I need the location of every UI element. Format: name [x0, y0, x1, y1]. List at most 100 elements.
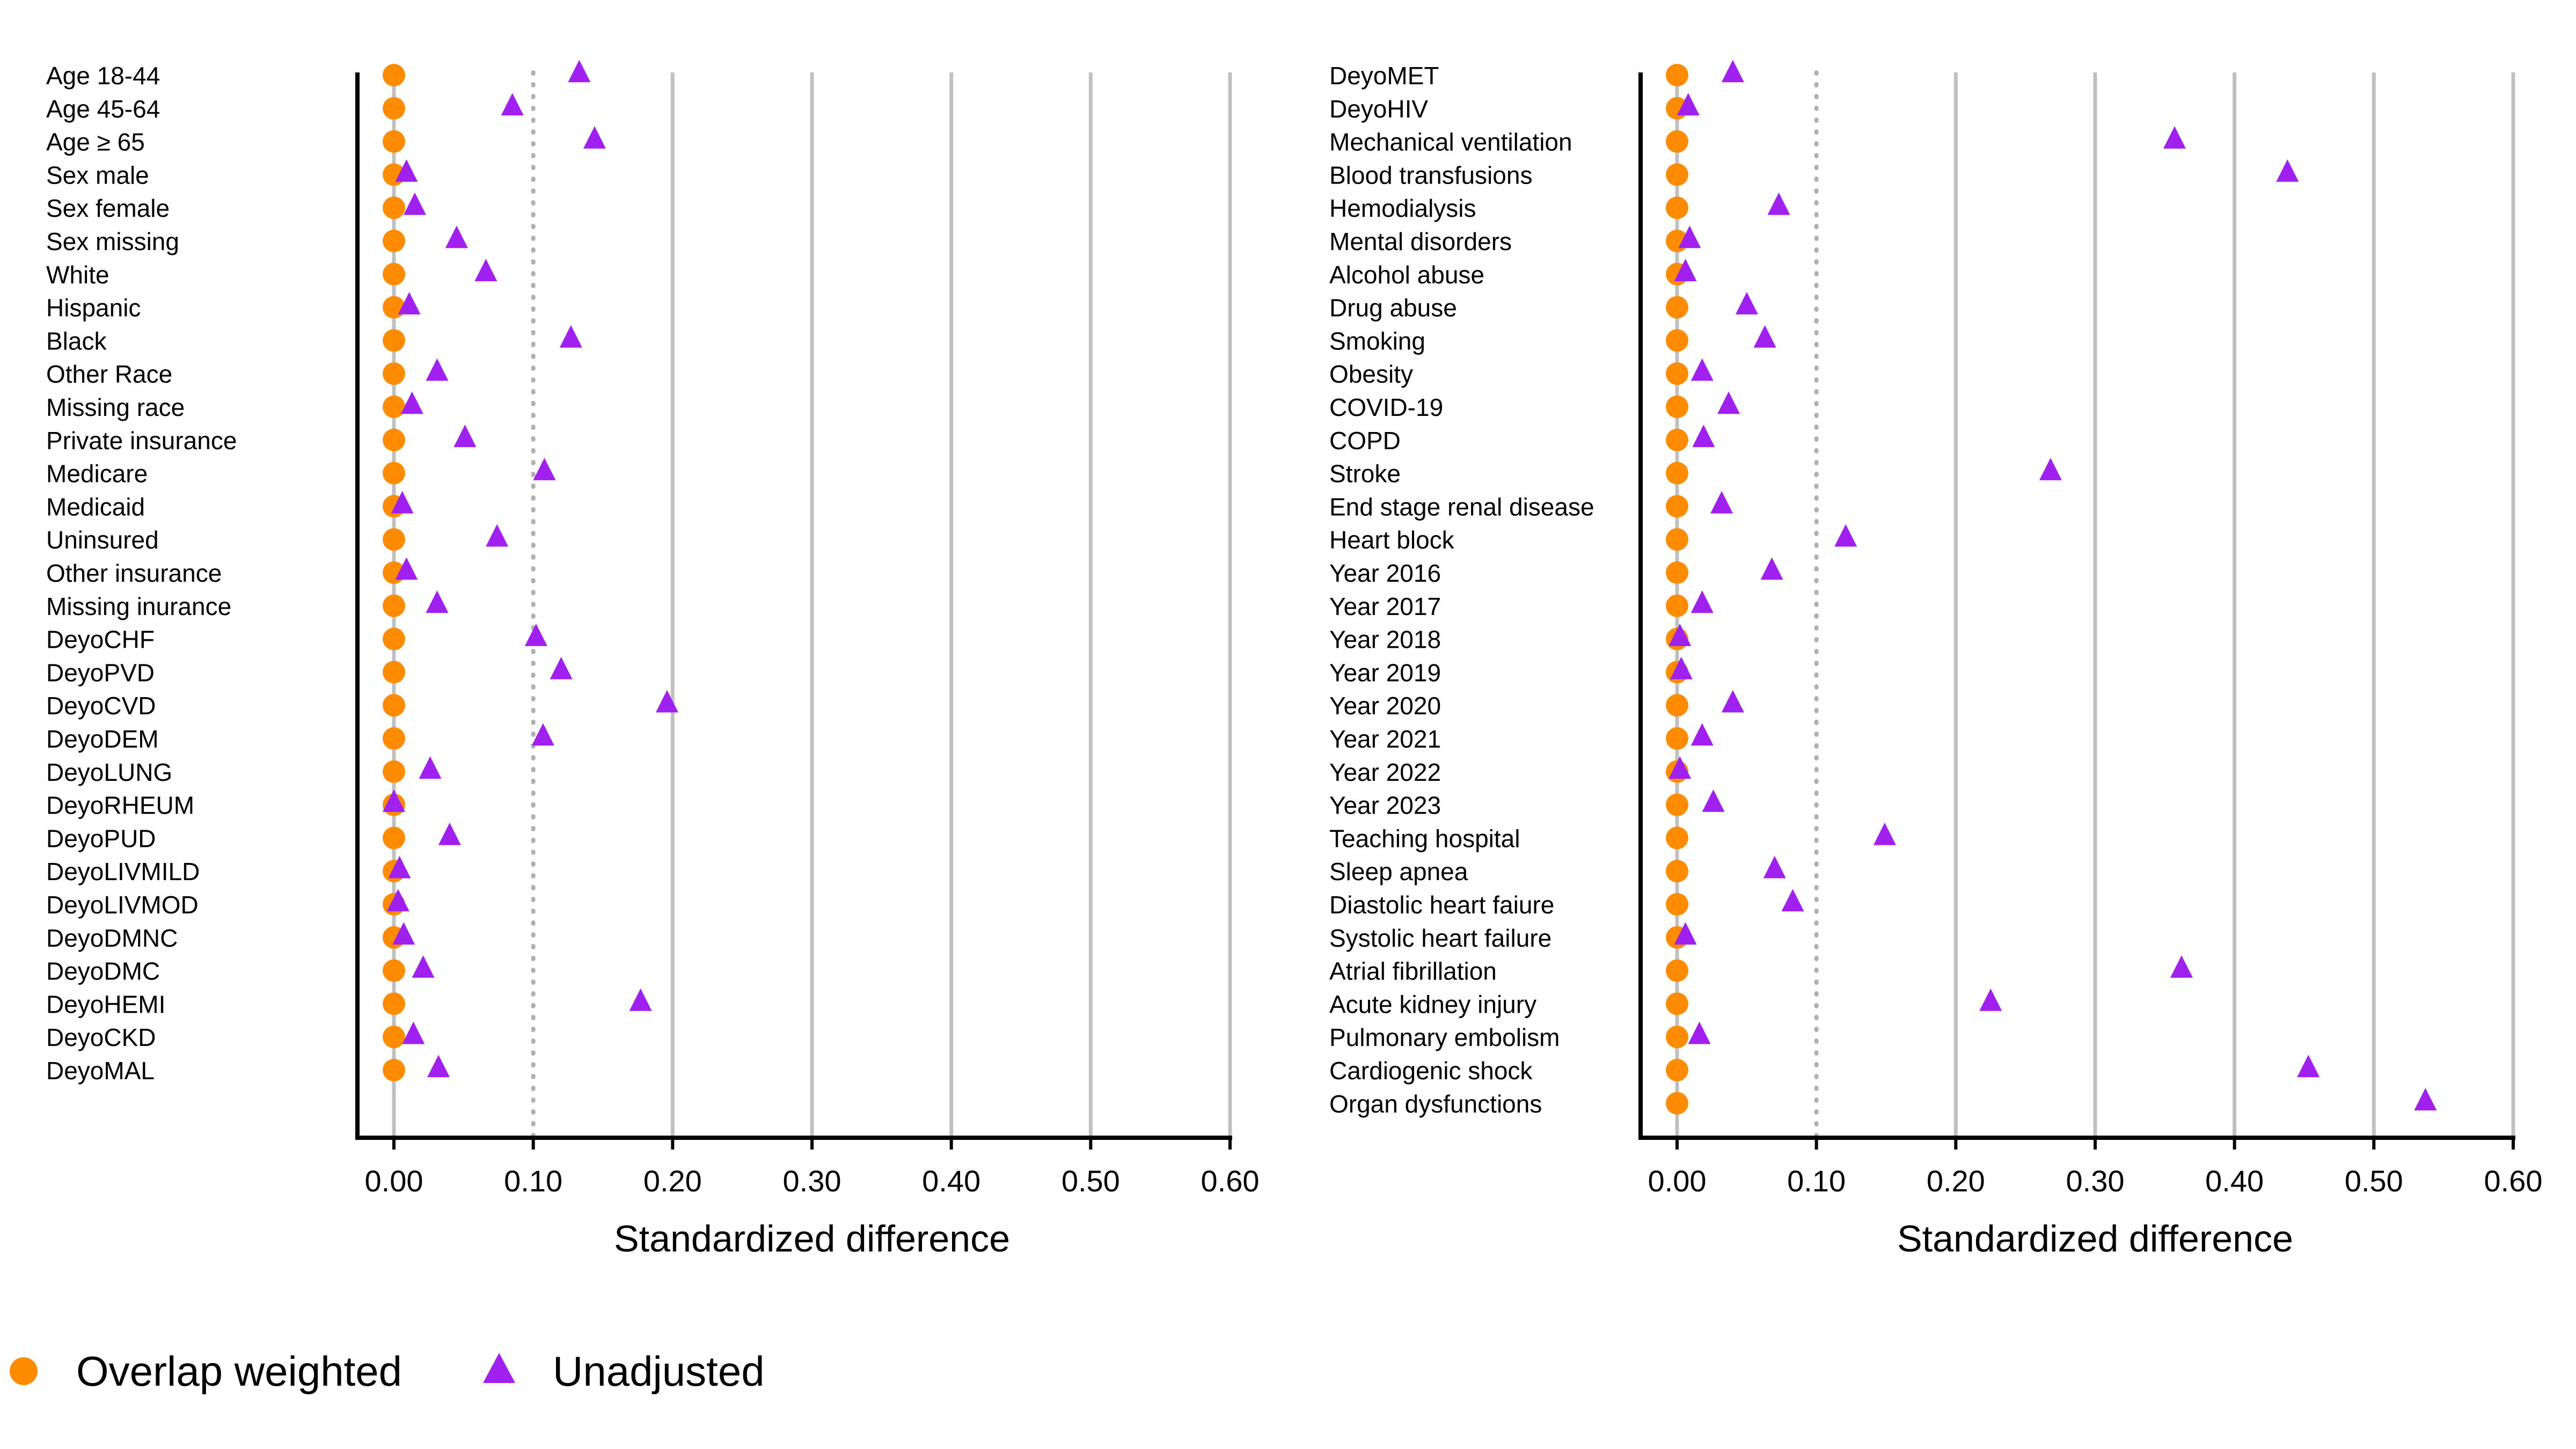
overlap-weighted-point [383, 1059, 405, 1081]
unadjusted-point [1678, 225, 1701, 248]
unadjusted-point [1767, 192, 1790, 215]
row-label: Heart block [1329, 526, 1455, 554]
unadjusted-point [1710, 491, 1733, 514]
legend-triangle-icon [483, 1353, 515, 1383]
row-label: Age 45-64 [46, 95, 160, 123]
overlap-weighted-point [1666, 64, 1688, 86]
unadjusted-point [501, 93, 524, 116]
unadjusted-point [2039, 458, 2062, 480]
x-tick-label: 0.10 [1787, 1164, 1846, 1198]
row-label: DeyoPVD [46, 658, 155, 686]
overlap-weighted-point [383, 992, 405, 1015]
unadjusted-point [388, 855, 411, 879]
unadjusted-point [583, 126, 606, 149]
unadjusted-point [2414, 1088, 2437, 1111]
x-tick-label: 0.40 [922, 1164, 980, 1198]
x-tick-label: 0.50 [1062, 1164, 1120, 1198]
row-label: Mechanical ventilation [1329, 128, 1572, 156]
unadjusted-point [1688, 1021, 1711, 1044]
unadjusted-point [445, 225, 468, 248]
unadjusted-point [559, 325, 582, 348]
unadjusted-point [629, 988, 652, 1011]
overlap-weighted-point [1666, 196, 1688, 219]
overlap-weighted-point [383, 262, 405, 286]
row-label: Hispanic [46, 294, 141, 322]
legend-label: Unadjusted [553, 1348, 765, 1395]
row-label: Atrial fibrillation [1329, 957, 1497, 985]
x-tick-label: 0.50 [2345, 1164, 2403, 1198]
row-label: Stroke [1329, 460, 1401, 488]
x-tick-label: 0.60 [2484, 1164, 2543, 1198]
row-label: Missing inurance [46, 592, 231, 620]
x-tick-label: 0.10 [504, 1164, 562, 1198]
unadjusted-point [453, 425, 477, 448]
row-label: DeyoCHF [46, 626, 155, 654]
chart-panel-left: 0.00 0.10 0.20 0.30 0.40 0.50 0.60 Standardized… [46, 60, 1260, 1260]
unadjusted-point [1721, 60, 1744, 83]
overlap-weighted-point [383, 362, 405, 385]
x-tick-label: 0.60 [1201, 1164, 1260, 1198]
row-label: Age 18-44 [46, 62, 160, 90]
row-label: Drug abuse [1329, 294, 1457, 322]
x-tick-label: 0.40 [2205, 1164, 2264, 1198]
row-label: Blood transfusions [1329, 161, 1532, 189]
unadjusted-point [400, 391, 423, 414]
unadjusted-point [1670, 656, 1693, 679]
row-label: DeyoHEMI [46, 990, 165, 1018]
row-label: Teaching hospital [1329, 824, 1520, 852]
unadjusted-point [1781, 889, 1804, 912]
unadjusted-point [655, 690, 678, 713]
row-label: Age ≥ 65 [46, 128, 145, 156]
row-label: Missing race [46, 393, 185, 421]
row-label: Mental disorders [1329, 228, 1512, 255]
overlap-weighted-point [1666, 793, 1688, 816]
x-tick-label: 0.20 [1927, 1164, 1985, 1198]
row-label: Year 2019 [1329, 658, 1441, 686]
legend: Overlap weighted Unadjusted [10, 1348, 765, 1395]
unadjusted-point [412, 955, 435, 978]
x-tick-label: 0.20 [643, 1164, 702, 1198]
row-label: COVID-19 [1329, 393, 1443, 421]
unadjusted-point [1735, 292, 1758, 314]
overlap-weighted-point [1666, 992, 1688, 1015]
row-label: DeyoDMNC [46, 924, 178, 952]
overlap-weighted-point [1666, 561, 1688, 584]
row-label: Year 2018 [1329, 626, 1441, 654]
overlap-weighted-point [1666, 893, 1688, 916]
unadjusted-point [533, 458, 556, 480]
row-label: Other Race [46, 360, 172, 388]
overlap-weighted-point [1666, 860, 1688, 883]
row-label: End stage renal disease [1329, 493, 1594, 521]
overlap-weighted-point [1666, 163, 1688, 186]
unadjusted-point [1760, 557, 1783, 580]
row-label: DeyoLIVMILD [46, 858, 200, 885]
row-label: Sex missing [46, 228, 179, 255]
overlap-weighted-point [1666, 959, 1688, 982]
unadjusted-point [1753, 325, 1776, 348]
unadjusted-point [2276, 159, 2299, 182]
overlap-weighted-point [383, 97, 405, 120]
overlap-weighted-point [383, 462, 405, 485]
row-label: Smoking [1329, 327, 1425, 355]
legend-label: Overlap weighted [76, 1348, 402, 1395]
row-label: Diastolic heart faiure [1329, 891, 1554, 919]
unadjusted-point [1763, 855, 1786, 879]
unadjusted-point [1677, 93, 1700, 116]
unadjusted-point [568, 60, 591, 83]
row-label: DeyoPUD [46, 824, 156, 852]
overlap-weighted-point [1666, 130, 1688, 153]
overlap-weighted-point [1666, 495, 1688, 518]
overlap-weighted-point [383, 627, 405, 650]
row-label: DeyoDMC [46, 957, 160, 985]
overlap-weighted-point [1666, 826, 1688, 850]
x-tick-label: 0.00 [365, 1164, 423, 1198]
overlap-weighted-point [383, 396, 405, 418]
row-label: Other insurance [46, 559, 222, 587]
unadjusted-point [383, 789, 405, 812]
unadjusted-point [1690, 358, 1714, 381]
overlap-weighted-point [1666, 1026, 1688, 1049]
row-label: Sleep apnea [1329, 858, 1468, 885]
row-label: Year 2017 [1329, 592, 1441, 620]
overlap-weighted-point [1666, 528, 1688, 551]
